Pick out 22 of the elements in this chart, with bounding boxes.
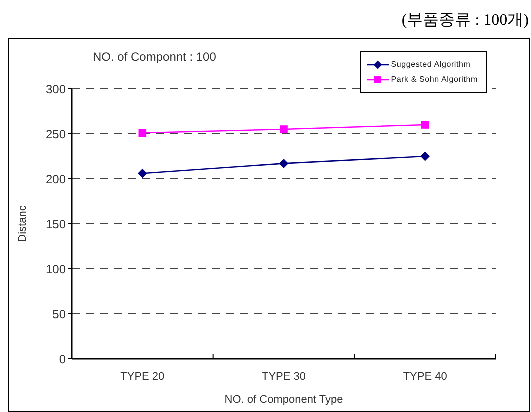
y-tick-label: 250: [46, 127, 66, 142]
chart-title: NO. of Componnt : 100: [93, 50, 216, 64]
y-tick-label: 50: [52, 307, 66, 322]
x-tick-label: TYPE 40: [403, 371, 448, 383]
x-tick-label: TYPE 30: [262, 371, 306, 383]
point: [420, 152, 430, 161]
y-tick-label: 0: [59, 352, 66, 366]
y-tick-label: 300: [46, 82, 66, 96]
y-axis-title: Distanc: [17, 205, 29, 242]
legend-label: Park & Sohn Algorithm: [391, 75, 478, 84]
x-axis-title: NO. of Component Type: [224, 394, 344, 406]
point: [280, 159, 288, 168]
y-tick-label: 150: [46, 217, 66, 232]
point: [138, 129, 147, 137]
legend-label: Suggested Algorithm: [391, 60, 471, 69]
x-tick-label: TYPE 20: [120, 371, 165, 383]
text: (부품종류 : 100개): [402, 11, 529, 31]
point: [421, 121, 430, 129]
point: [138, 169, 148, 178]
y-tick-label: 100: [46, 262, 66, 276]
y-tick-label: 200: [46, 172, 66, 186]
point: [280, 126, 288, 134]
